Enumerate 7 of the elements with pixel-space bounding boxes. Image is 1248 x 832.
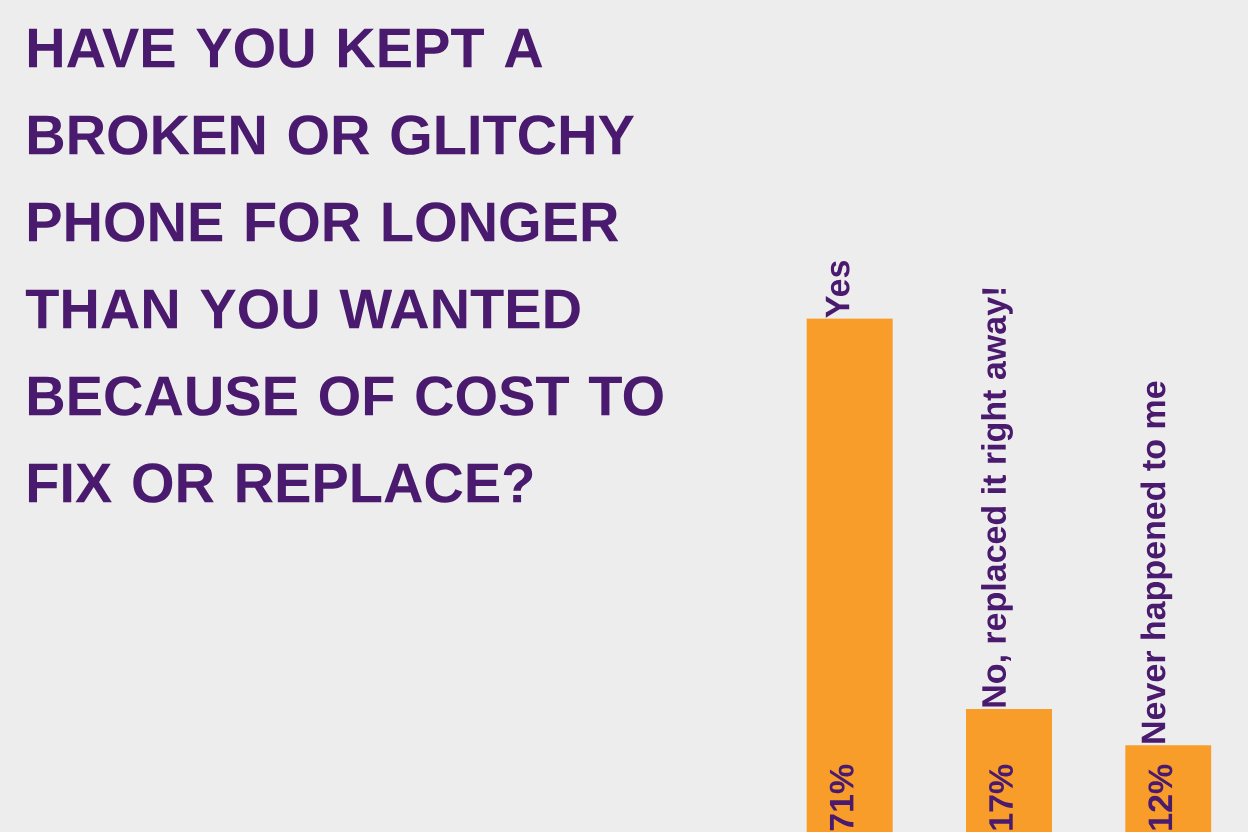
x-tick-label: Never happened to me bbox=[1140, 381, 1173, 743]
chart-title: HAVE YOU KEPT A BROKEN OR GLITCHY PHONE FOR LONGER THAN YOU WANTED BECAUSE OF COST TO FIX OR REPLACE? bbox=[25, 28, 663, 503]
data-label: 12% bbox=[1148, 764, 1173, 830]
x-tick-label: No, replaced it right away! bbox=[981, 288, 1013, 707]
data-label: 17% bbox=[989, 764, 1013, 830]
x-tick-label: Yes bbox=[825, 260, 850, 318]
data-label: 71% bbox=[829, 764, 854, 831]
